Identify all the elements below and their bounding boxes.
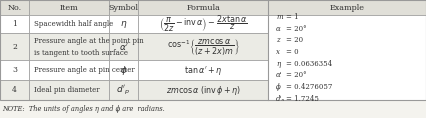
Text: = 1.7245: = 1.7245 [286,95,319,103]
Text: 3: 3 [12,66,17,74]
Text: = 20°: = 20° [286,25,307,33]
Bar [0,100,426,118]
Bar [109,0,138,15]
Bar [29,0,109,15]
Text: α: α [276,25,281,33]
Text: = 0: = 0 [286,48,299,56]
Text: Pressure angle at pin center: Pressure angle at pin center [34,66,135,74]
Bar [138,15,268,33]
Bar [29,33,109,60]
Bar [0,15,29,33]
Bar [0,33,29,60]
Text: α': α' [276,71,283,79]
Text: z: z [276,36,280,44]
Bar [29,80,109,100]
Text: 1: 1 [12,20,17,28]
Bar [109,60,138,80]
Text: No.: No. [7,4,22,12]
Text: η: η [276,60,280,68]
Bar [109,33,138,60]
Text: Example: Example [330,4,365,12]
Text: = 20°: = 20° [286,71,307,79]
Text: $\alpha'$: $\alpha'$ [118,41,129,52]
Text: = 20: = 20 [286,36,303,44]
Text: 4: 4 [12,86,17,94]
Text: Formula: Formula [187,4,220,12]
Bar [0,0,29,15]
Text: $\left(\dfrac{\pi}{2z} - \mathrm{inv}\,\alpha\right) - \dfrac{2x\tan\alpha}{z}$: $\left(\dfrac{\pi}{2z} - \mathrm{inv}\,\… [159,14,248,34]
Bar [138,33,268,60]
Text: m: m [276,13,283,21]
Text: ϕ: ϕ [276,83,281,91]
Text: is tangent to tooth surface: is tangent to tooth surface [34,49,128,57]
Bar [29,60,109,80]
Text: NOTE:  The units of angles η and ϕ are  radians.: NOTE: The units of angles η and ϕ are ra… [2,105,165,113]
Text: d'ₙ: d'ₙ [276,95,285,103]
Bar [138,0,268,15]
Text: $\eta$: $\eta$ [120,19,127,30]
Text: $zm\cos\alpha\;(\mathrm{inv}\,\phi + \eta)$: $zm\cos\alpha\;(\mathrm{inv}\,\phi + \et… [166,84,241,97]
Bar [0,60,29,80]
Bar [109,15,138,33]
Bar [268,0,426,15]
Text: = 1: = 1 [286,13,299,21]
Text: $d'_p$: $d'_p$ [116,84,131,97]
Bar [138,60,268,80]
Text: x: x [276,48,280,56]
Text: Pressure angle at the point pin: Pressure angle at the point pin [34,37,144,45]
Bar [29,15,109,33]
Text: $\phi$: $\phi$ [120,64,127,77]
Text: $\cos^{-1}\!\left\{\dfrac{zm\cos\alpha}{\left(z+2x\right)m}\right\}$: $\cos^{-1}\!\left\{\dfrac{zm\cos\alpha}{… [167,37,240,57]
Bar [138,80,268,100]
Bar [268,15,426,100]
Text: Spacewidth half angle: Spacewidth half angle [34,20,113,28]
Bar [0,0,426,100]
Bar [0,80,29,100]
Text: Symbol: Symbol [109,4,138,12]
Bar [109,80,138,100]
Text: = 0.4276057: = 0.4276057 [286,83,333,91]
Text: 2: 2 [12,43,17,51]
Text: $\tan\alpha' + \eta$: $\tan\alpha' + \eta$ [184,64,223,77]
Text: = 0.0636354: = 0.0636354 [286,60,332,68]
Text: Ideal pin diameter: Ideal pin diameter [34,86,100,94]
Text: Item: Item [59,4,78,12]
